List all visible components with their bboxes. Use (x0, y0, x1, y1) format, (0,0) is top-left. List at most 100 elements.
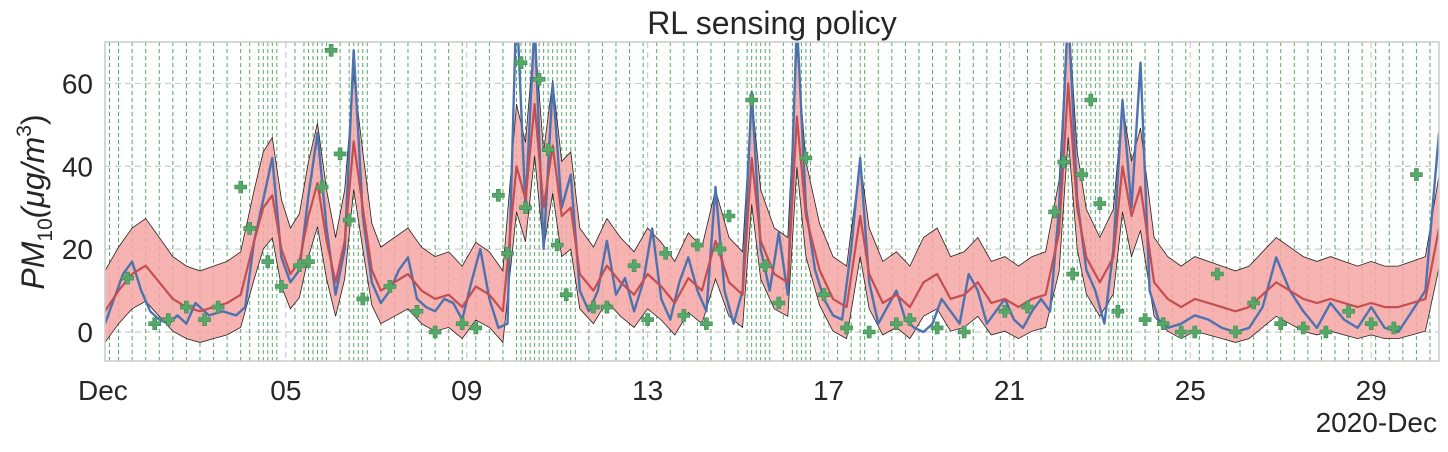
sensing-marker (514, 56, 528, 70)
ylabel-close: ) (15, 114, 51, 125)
sensing-marker-shape (799, 151, 813, 165)
x-tick-label: 25 (1175, 375, 1206, 406)
sensing-marker-shape (410, 304, 424, 318)
sensing-marker-shape (261, 255, 275, 268)
sensing-marker-shape (1075, 168, 1089, 181)
sensing-marker (659, 247, 673, 260)
sensing-marker-shape (957, 325, 971, 339)
uncertainty-band (105, 42, 1439, 344)
sensing-marker (550, 238, 564, 252)
sensing-marker (998, 304, 1012, 318)
sensing-marker-shape (1297, 321, 1310, 335)
ylabel-sup: 3 (13, 125, 36, 137)
sensing-marker-shape (455, 317, 469, 331)
sensing-marker (1387, 321, 1401, 335)
sensing-marker (410, 304, 424, 318)
sensing-marker (1297, 321, 1310, 335)
y-tick-label: 0 (77, 317, 93, 348)
sensing-marker-shape (211, 300, 225, 314)
sensing-marker (234, 180, 247, 194)
sensing-marker-shape (1229, 325, 1242, 339)
sensing-marker (1057, 155, 1070, 169)
sensing-marker (903, 313, 917, 326)
sensing-marker (600, 300, 614, 314)
sensing-marker-shape (677, 309, 691, 322)
sensing-marker-shape (1066, 267, 1079, 281)
sensing-marker (1247, 296, 1260, 310)
sensing-marker-shape (722, 209, 736, 223)
sensing-marker (772, 296, 786, 310)
ylabel-base: PM (15, 241, 51, 289)
band-lower-edge (105, 137, 1439, 344)
band-area (105, 42, 1439, 343)
sensing-markers (121, 43, 1423, 339)
sensing-marker-shape (713, 242, 727, 256)
sensing-marker-shape (1057, 155, 1070, 169)
x-tick-label: 21 (994, 375, 1025, 406)
prediction-line (105, 82, 1439, 313)
x-tick-label: 17 (813, 375, 844, 406)
sensing-marker (428, 325, 442, 339)
sensing-marker (890, 317, 903, 331)
sensing-marker (501, 247, 514, 260)
sensing-marker (1364, 317, 1378, 331)
sensing-marker (840, 321, 853, 335)
sensing-marker (957, 325, 971, 339)
series-lines (105, 42, 1439, 334)
sensing-marker (691, 238, 704, 252)
sensing-marker (745, 93, 759, 107)
sensing-marker-shape (243, 222, 256, 235)
sensing-marker-shape (903, 313, 917, 326)
sensing-marker-shape (890, 317, 903, 331)
sensing-marker (1410, 168, 1423, 181)
sensing-marker-shape (1156, 317, 1170, 331)
sensing-marker-shape (1174, 325, 1188, 339)
sensing-marker-shape (532, 73, 546, 86)
sensing-marker (713, 242, 727, 256)
sensing-marker (700, 317, 713, 331)
sensing-marker-shape (1111, 304, 1125, 318)
sensing-marker-shape (659, 247, 673, 260)
sensing-marker-shape (998, 304, 1012, 318)
sensing-marker (333, 147, 347, 161)
sensing-marker-shape (862, 325, 876, 339)
sensing-marker (641, 313, 654, 326)
sensing-marker (862, 325, 876, 339)
sensing-marker (293, 259, 306, 273)
sensing-marker (1342, 304, 1355, 318)
sensing-marker-shape (469, 321, 483, 335)
sensing-marker-shape (1188, 325, 1202, 339)
sensing-marker (627, 259, 641, 273)
sensing-marker (492, 189, 505, 202)
sensing-marker-shape (162, 313, 175, 326)
sensing-marker-shape (1247, 296, 1260, 310)
sensing-marker (758, 259, 772, 273)
sensing-marker (455, 317, 469, 331)
sensing-marker (1048, 205, 1061, 219)
sensing-marker-shape (333, 147, 347, 161)
sensing-marker-shape (758, 259, 772, 273)
sensing-marker-shape (293, 259, 306, 273)
sensing-marker-shape (772, 296, 786, 310)
x-tick-label: 29 (1356, 375, 1387, 406)
sensing-marker (1084, 93, 1098, 107)
sensing-marker (1093, 197, 1107, 210)
sensing-marker (211, 300, 225, 314)
band-upper-edge (105, 42, 1439, 273)
sensing-marker (519, 201, 532, 214)
sensing-marker (1319, 325, 1333, 339)
sensing-marker-shape (700, 317, 713, 331)
sensing-marker (677, 309, 691, 322)
sensing-marker-shape (745, 93, 759, 107)
sensing-marker-shape (501, 247, 514, 260)
sensing-marker (1211, 267, 1224, 281)
sensing-marker (121, 271, 134, 285)
sensing-marker (383, 280, 397, 293)
sensing-marker-shape (519, 201, 532, 214)
sensing-marker (469, 321, 483, 335)
sensing-marker-shape (641, 313, 654, 326)
sensing-marker-shape (541, 143, 555, 156)
sensing-marker-shape (1084, 93, 1098, 107)
sensing-marker-shape (691, 238, 704, 252)
